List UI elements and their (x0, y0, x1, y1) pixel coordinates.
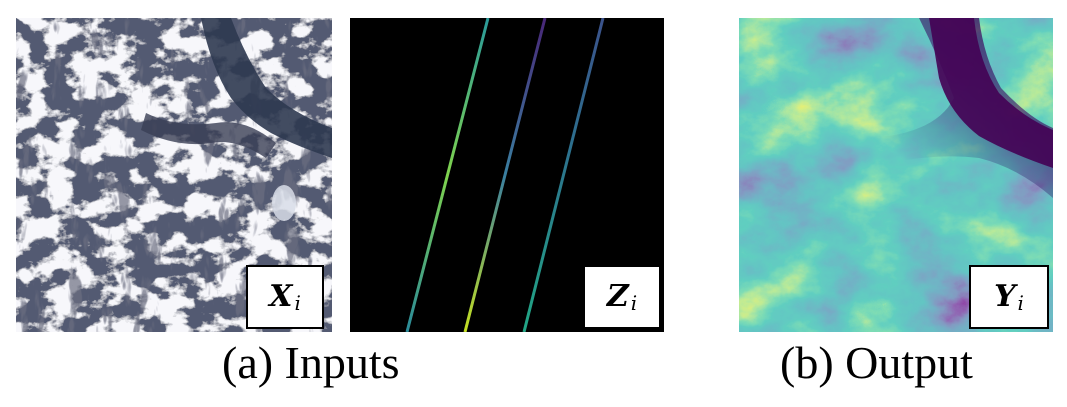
satellite-image-panel (16, 18, 332, 332)
elevation-map-panel (739, 18, 1053, 332)
track-line-2 (463, 18, 547, 332)
track-line-1 (405, 18, 490, 332)
caption-inputs: (a) Inputs (222, 337, 400, 388)
track-line-3 (522, 18, 605, 332)
lake-shape (201, 18, 332, 158)
caption-output: (b) Output (780, 337, 973, 388)
